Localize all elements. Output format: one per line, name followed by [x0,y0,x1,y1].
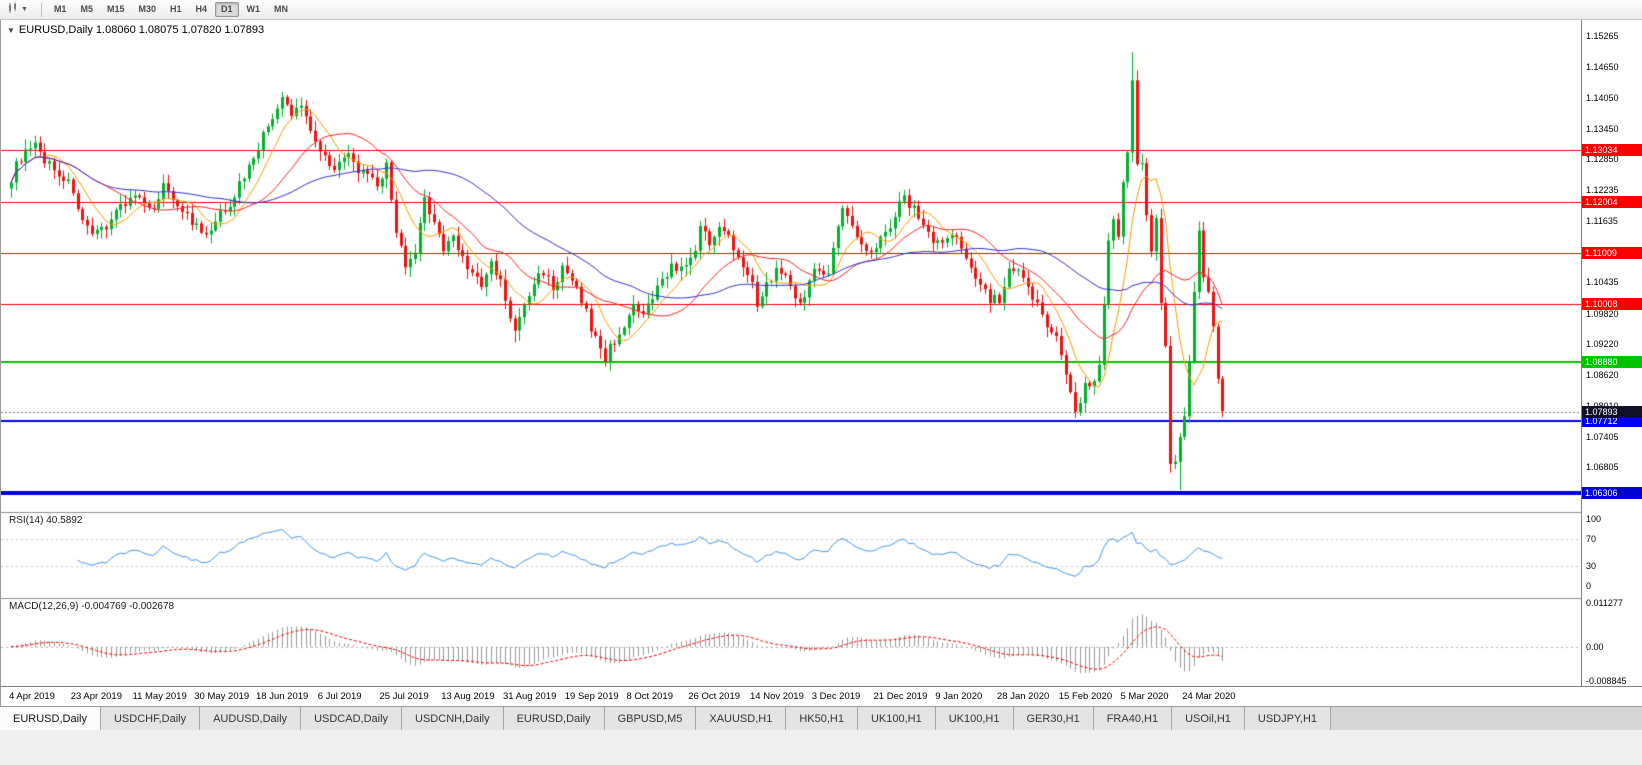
timeframe-button-M30[interactable]: M30 [138,3,156,14]
macd-tick: 0.011277 [1586,598,1623,608]
price-tick: 1.09820 [1586,308,1619,319]
price-line-label: 1.06306 [1582,486,1642,499]
price-line-label: 1.13034 [1582,143,1642,156]
price-tick: 1.15265 [1586,30,1619,41]
tab-uk100-h1[interactable]: UK100,H1 [935,707,1014,730]
toolbar-separator [40,2,42,17]
date-label: 4 Apr 2019 [9,691,55,702]
date-label: 3 Dec 2019 [811,691,861,702]
tab-audusd-daily[interactable]: AUDUSD,Daily [200,707,302,730]
macd-tick: 0.00 [1586,641,1604,652]
chart-title-ohlc: EURUSD,Daily 1.08060 1.08075 1.07820 1.0… [18,24,265,36]
timeframe-button-MN[interactable]: MN [274,3,289,14]
tab-usdcnh-daily[interactable]: USDCNH,Daily [402,707,504,730]
price-tick: 1.12235 [1586,185,1619,196]
date-label: 14 Nov 2019 [750,691,804,702]
one-click-trading-arrow-icon[interactable]: ▼ [7,25,15,35]
date-label: 15 Feb 2020 [1058,691,1113,702]
rsi-label: RSI(14) 40.5892 [9,515,83,526]
price-tick: 1.12850 [1586,154,1619,165]
price-tick: 1.11635 [1586,216,1618,227]
date-label: 8 Oct 2019 [626,691,673,702]
price-line-label: 1.10008 [1582,298,1642,311]
macd-label: MACD(12,26,9) -0.004769 -0.002678 [9,601,175,612]
top-toolbar: ▼ M1 M5 M15 M30 H1 H4 D1 W1 MN [0,0,1642,20]
rsi-tick: 0 [1586,581,1592,591]
timeframe-button-H4[interactable]: H4 [195,3,208,14]
price-line-label: 1.12004 [1582,196,1642,209]
chevron-down-icon: ▼ [21,6,28,13]
tab-gbpusd-m5[interactable]: GBPUSD,M5 [604,707,697,730]
chart-window: ▼ EURUSD,Daily 1.08060 1.08075 1.07820 1… [0,20,1642,706]
macd-tick: -0.008845 [1586,676,1627,686]
timeframe-button-M5[interactable]: M5 [80,3,93,14]
price-line-label: 1.11009 [1582,247,1642,259]
price-line-label: 1.07712 [1582,415,1642,428]
tab-uk100-h1[interactable]: UK100,H1 [857,707,936,730]
rsi-tick: 30 [1586,560,1597,571]
tab-hk50-h1[interactable]: HK50,H1 [786,707,858,730]
price-tick: 1.14650 [1586,62,1619,73]
tab-eurusd-daily[interactable]: EURUSD,Daily [503,707,605,730]
date-label: 19 Sep 2019 [564,691,619,702]
timeframe-buttons: M1 M5 M15 M30 H1 H4 D1 W1 MN [47,1,295,18]
date-label: 25 Jul 2019 [379,691,429,702]
date-label: 28 Jan 2020 [997,691,1050,702]
date-label: 30 May 2019 [194,691,250,702]
current-price-label: 1.07893 [1582,405,1642,418]
date-label: 26 Oct 2019 [688,691,741,702]
candlestick-chart-icon [8,1,20,19]
date-label: 21 Dec 2019 [873,691,928,702]
date-label: 31 Aug 2019 [503,691,557,702]
tab-usoil-h1[interactable]: USOil,H1 [1172,707,1245,730]
chart-header: ▼ EURUSD,Daily 1.08060 1.08075 1.07820 1… [7,24,264,36]
date-label: 11 May 2019 [132,691,187,702]
date-label: 23 Apr 2019 [70,691,122,702]
timeframe-button-M15[interactable]: M15 [106,3,125,14]
price-tick: 1.09220 [1586,339,1619,350]
timeframe-button-D1[interactable]: D1 [215,1,239,18]
chart-plot[interactable] [1,20,1581,686]
timeframe-button-H1[interactable]: H1 [170,3,182,14]
chart-type-dropdown[interactable]: ▼ [4,0,32,21]
date-label: 18 Jun 2019 [256,691,309,702]
rsi-tick: 70 [1586,534,1597,545]
status-strip [0,730,1642,765]
time-scale[interactable]: 4 Apr 2019 23 Apr 2019 11 May 2019 30 May 2… [1,686,1642,706]
timeframe-button-W1[interactable]: W1 [246,3,261,14]
chart-tab-bar: EURUSD,Daily USDCHF,Daily AUDUSD,Daily USDC… [0,706,1642,730]
price-scale[interactable]: 1.15265 1.14650 1.14050 1.13450 1.12850 1.122… [1581,20,1642,686]
tab-ger30-h1[interactable]: GER30,H1 [1013,707,1094,730]
price-tick: 1.10435 [1586,277,1619,288]
date-label: 9 Jan 2020 [935,691,983,702]
date-label: 13 Aug 2019 [441,691,495,702]
price-tick: 1.13450 [1586,123,1619,134]
date-label: 6 Jul 2019 [317,691,362,702]
tab-usdjpy-h1[interactable]: USDJPY,H1 [1244,707,1332,730]
rsi-tick: 100 [1586,514,1602,524]
tab-usdchf-daily[interactable]: USDCHF,Daily [100,707,201,730]
tab-usdcad-daily[interactable]: USDCAD,Daily [301,707,403,730]
price-line-label: 1.08880 [1582,355,1642,368]
price-tick: 1.14050 [1586,92,1619,103]
date-label: 24 Mar 2020 [1182,691,1236,702]
price-tick: 1.06805 [1586,462,1619,473]
timeframe-button-M1[interactable]: M1 [53,3,67,14]
tab-xauusd-h1[interactable]: XAUUSD,H1 [696,707,787,730]
date-label: 5 Mar 2020 [1120,691,1169,702]
price-tick: 1.07405 [1586,431,1619,442]
tab-fra40-h1[interactable]: FRA40,H1 [1093,707,1173,730]
price-tick: 1.08620 [1586,369,1619,380]
tab-eurusd-daily[interactable]: EURUSD,Daily [0,707,101,730]
